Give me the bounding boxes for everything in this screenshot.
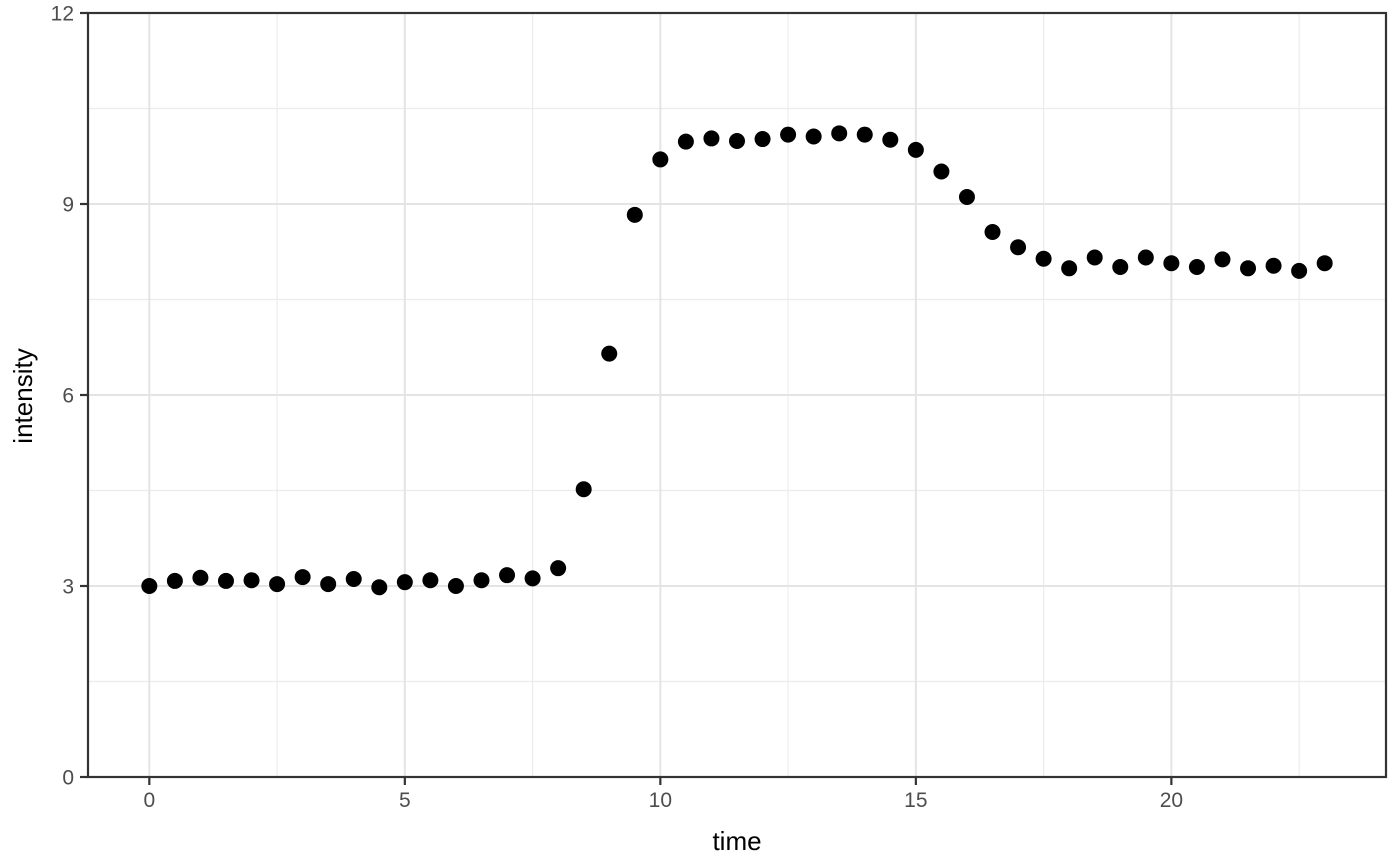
data-point xyxy=(1137,249,1154,266)
data-point xyxy=(984,224,1001,241)
data-point xyxy=(294,569,311,586)
data-point xyxy=(217,572,234,589)
y-tick-label: 0 xyxy=(62,767,74,790)
plot-panel: 0 5 10 15 20 0 3 6 9 12 xyxy=(51,3,1388,812)
data-point xyxy=(831,125,848,142)
data-point xyxy=(780,126,797,143)
y-axis-title: intensity xyxy=(8,348,38,443)
data-point xyxy=(1163,255,1180,272)
data-point xyxy=(677,133,694,150)
x-tick-label: 15 xyxy=(904,789,927,812)
x-axis-title: time xyxy=(712,826,761,856)
data-point xyxy=(166,572,183,589)
data-point xyxy=(882,131,899,148)
data-point xyxy=(1240,260,1257,277)
data-point xyxy=(652,151,669,168)
data-point xyxy=(320,576,337,593)
data-point xyxy=(345,570,362,587)
y-tick-label: 6 xyxy=(62,385,74,408)
data-point xyxy=(1086,249,1103,266)
data-point xyxy=(575,481,592,498)
data-point xyxy=(1316,255,1333,272)
data-point xyxy=(524,570,541,587)
data-point xyxy=(141,578,158,594)
x-tick-label: 10 xyxy=(649,789,672,812)
data-point xyxy=(447,578,464,594)
data-point xyxy=(856,126,873,143)
y-tick-label: 3 xyxy=(62,576,74,599)
data-point xyxy=(550,560,567,577)
data-point xyxy=(729,132,745,149)
data-point xyxy=(422,572,439,589)
data-point xyxy=(269,576,286,593)
x-tick-label: 5 xyxy=(399,789,411,812)
data-point xyxy=(499,567,516,584)
data-point xyxy=(371,579,388,596)
y-tick-label: 12 xyxy=(51,3,74,26)
data-point xyxy=(1061,260,1078,277)
y-tick-label: 9 xyxy=(62,194,74,217)
x-tick-label: 0 xyxy=(143,789,155,812)
data-point xyxy=(396,574,413,591)
data-point xyxy=(192,569,209,586)
data-point xyxy=(958,188,975,205)
data-point xyxy=(1035,250,1052,267)
data-point xyxy=(601,345,618,362)
data-point xyxy=(243,572,260,589)
data-point xyxy=(1291,262,1308,279)
data-point xyxy=(1265,257,1282,274)
data-point xyxy=(754,131,771,148)
data-point xyxy=(626,206,643,223)
data-point xyxy=(1010,239,1027,256)
data-point xyxy=(805,128,822,145)
data-point xyxy=(933,163,950,180)
data-point xyxy=(703,130,720,147)
data-point xyxy=(907,141,924,158)
data-point xyxy=(1188,259,1205,276)
data-point xyxy=(1214,251,1231,268)
x-tick-label: 20 xyxy=(1160,789,1183,812)
data-point xyxy=(1112,259,1129,276)
data-point xyxy=(473,572,490,589)
